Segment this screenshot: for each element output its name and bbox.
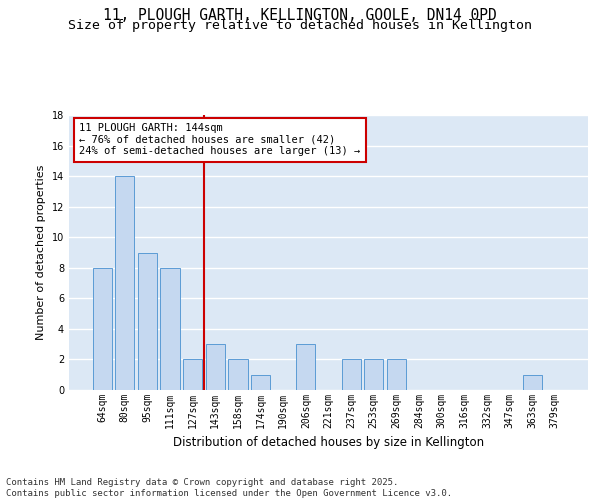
Bar [251, 374, 270, 390]
Bar [387, 360, 406, 390]
Y-axis label: Number of detached properties: Number of detached properties [36, 165, 46, 340]
Bar [160, 268, 180, 390]
Bar [341, 360, 361, 390]
Bar [115, 176, 134, 390]
Bar [296, 344, 316, 390]
Bar [138, 252, 157, 390]
Bar [364, 360, 383, 390]
Text: Contains HM Land Registry data © Crown copyright and database right 2025.
Contai: Contains HM Land Registry data © Crown c… [6, 478, 452, 498]
Text: 11 PLOUGH GARTH: 144sqm
← 76% of detached houses are smaller (42)
24% of semi-de: 11 PLOUGH GARTH: 144sqm ← 76% of detache… [79, 123, 361, 156]
Bar [229, 360, 248, 390]
X-axis label: Distribution of detached houses by size in Kellington: Distribution of detached houses by size … [173, 436, 484, 450]
Text: Size of property relative to detached houses in Kellington: Size of property relative to detached ho… [68, 19, 532, 32]
Bar [92, 268, 112, 390]
Bar [183, 360, 202, 390]
Bar [206, 344, 225, 390]
Text: 11, PLOUGH GARTH, KELLINGTON, GOOLE, DN14 0PD: 11, PLOUGH GARTH, KELLINGTON, GOOLE, DN1… [103, 8, 497, 22]
Bar [523, 374, 542, 390]
